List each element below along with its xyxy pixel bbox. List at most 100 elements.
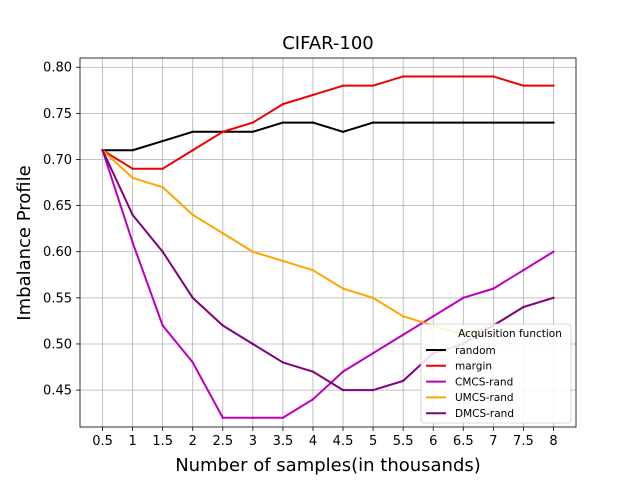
data-point-random <box>131 149 134 152</box>
x-tick-label: 5 <box>369 434 377 449</box>
data-point-random <box>462 121 465 124</box>
x-tick-label: 5.5 <box>393 434 414 449</box>
x-tick-label: 2.5 <box>212 434 233 449</box>
data-point-cmcs-rand <box>492 287 495 290</box>
legend-label-cmcs-rand: CMCS-rand <box>455 376 513 388</box>
data-point-dmcs-rand <box>161 250 164 253</box>
data-point-random <box>432 121 435 124</box>
y-tick-label: 0.60 <box>43 245 72 260</box>
data-point-margin <box>401 75 405 78</box>
data-point-dmcs-rand <box>251 342 255 346</box>
x-axis-title: Number of samples(in thousands) <box>175 455 481 476</box>
y-tick-label: 0.75 <box>43 107 72 122</box>
x-tick-label: 0.5 <box>92 434 113 449</box>
data-point-dmcs-rand <box>131 213 134 217</box>
data-point-random <box>371 121 375 124</box>
data-point-umcs-rand <box>131 176 134 180</box>
data-point-random <box>552 121 555 124</box>
data-point-margin <box>281 102 285 106</box>
data-point-dmcs-rand <box>221 324 224 327</box>
legend-label-dmcs-rand: DMCS-rand <box>455 408 514 420</box>
data-point-random <box>341 130 345 133</box>
data-point-margin <box>371 84 375 87</box>
data-point-random <box>251 130 255 133</box>
data-point-umcs-rand <box>251 250 255 253</box>
data-point-margin <box>341 84 345 87</box>
y-tick-label: 0.80 <box>43 61 72 76</box>
data-point-margin <box>462 75 465 78</box>
x-tick-label: 6.5 <box>453 434 474 449</box>
data-point-margin <box>432 75 435 78</box>
data-point-dmcs-rand <box>101 149 104 152</box>
legend-label-random: random <box>455 345 496 357</box>
data-point-cmcs-rand <box>311 398 315 401</box>
data-point-margin <box>221 130 224 133</box>
data-point-random <box>161 139 164 143</box>
legend: Acquisition function random margin CMCS-ra… <box>420 323 572 424</box>
data-point-umcs-rand <box>161 185 164 189</box>
legend-box <box>420 323 572 424</box>
data-point-umcs-rand <box>191 213 194 217</box>
data-point-random <box>281 121 285 124</box>
data-point-cmcs-rand <box>371 352 375 355</box>
data-point-dmcs-rand <box>281 361 285 364</box>
data-point-margin <box>251 121 255 124</box>
data-point-margin <box>191 149 194 152</box>
data-point-cmcs-rand <box>552 250 555 253</box>
x-axis: 0.5 1 1.5 2 2.5 3 3.5 4 4.5 5 5.5 6 6.5 7 7.5 8 <box>92 427 558 449</box>
y-tick-label: 0.50 <box>43 337 72 352</box>
data-point-umcs-rand <box>401 315 405 318</box>
data-point-random <box>492 121 495 124</box>
legend-label-umcs-rand: UMCS-rand <box>455 392 514 404</box>
legend-items: random margin CMCS-rand UMCS-rand DMCS-rand <box>426 345 514 420</box>
data-point-margin <box>161 167 164 170</box>
data-point-margin <box>552 84 555 87</box>
chart-title: CIFAR-100 <box>282 33 374 54</box>
data-point-cmcs-rand <box>522 268 525 272</box>
data-point-cmcs-rand <box>281 416 285 419</box>
data-point-umcs-rand <box>371 296 375 300</box>
y-tick-label: 0.65 <box>43 199 72 214</box>
data-point-margin <box>311 93 315 97</box>
data-point-dmcs-rand <box>401 379 405 383</box>
y-tick-label: 0.70 <box>43 153 72 168</box>
legend-title: Acquisition function <box>458 328 562 340</box>
data-point-cmcs-rand <box>221 416 224 419</box>
data-point-dmcs-rand <box>341 388 345 392</box>
x-tick-label: 6 <box>429 434 437 449</box>
y-tick-label: 0.45 <box>43 384 72 399</box>
data-point-dmcs-rand <box>191 296 194 300</box>
x-tick-label: 4 <box>309 434 317 449</box>
x-tick-label: 1.5 <box>152 434 173 449</box>
data-point-random <box>191 130 194 133</box>
data-point-cmcs-rand <box>161 324 164 327</box>
data-point-margin <box>492 75 495 78</box>
series-line-margin <box>102 75 554 170</box>
data-point-random <box>522 121 525 124</box>
grid <box>80 58 576 427</box>
x-tick-label: 4.5 <box>333 434 354 449</box>
plot-frame <box>79 57 577 428</box>
x-tick-label: 2 <box>189 434 197 449</box>
data-point-cmcs-rand <box>401 333 405 336</box>
x-tick-label: 3.5 <box>273 434 294 449</box>
data-point-cmcs-rand <box>341 370 345 373</box>
data-point-cmcs-rand <box>191 361 194 364</box>
x-tick-label: 1 <box>128 434 136 449</box>
data-point-umcs-rand <box>341 287 345 290</box>
legend-label-margin: margin <box>455 361 492 373</box>
series-line-random <box>102 121 554 152</box>
data-point-dmcs-rand <box>552 296 555 300</box>
data-point-umcs-rand <box>221 232 224 235</box>
data-point-cmcs-rand <box>131 241 134 244</box>
x-tick-label: 7.5 <box>513 434 534 449</box>
x-tick-label: 3 <box>249 434 257 449</box>
data-point-umcs-rand <box>281 259 285 263</box>
data-point-random <box>401 121 405 124</box>
data-point-cmcs-rand <box>462 296 465 300</box>
y-axis: 0.45 0.50 0.55 0.60 0.65 0.70 0.75 0.80 <box>43 61 80 399</box>
data-point-umcs-rand <box>311 268 315 272</box>
data-point-margin <box>131 167 134 170</box>
data-point-dmcs-rand <box>522 305 525 309</box>
